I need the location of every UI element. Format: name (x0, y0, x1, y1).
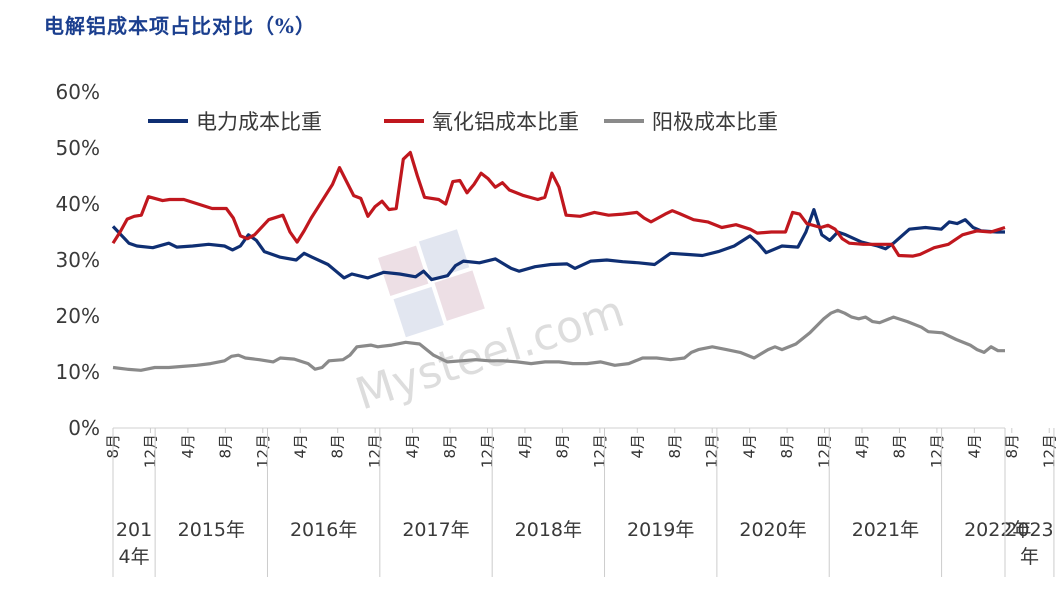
x-tick-label: 4月 (179, 434, 197, 459)
y-tick-label: 40% (56, 192, 100, 216)
year-label: 2018年 (515, 519, 582, 541)
x-tick-label: 12月 (703, 434, 721, 468)
x-tick-label: 8月 (216, 434, 234, 459)
watermark-logo-top-left (378, 245, 429, 297)
x-tick-label: 4月 (853, 434, 871, 459)
x-tick-label: 4月 (404, 434, 422, 459)
watermark-logo-top-right (418, 229, 470, 280)
watermark-text: Mysteel.com (350, 286, 631, 421)
year-label: 2022年 (964, 519, 1031, 541)
y-tick-label: 50% (56, 136, 100, 160)
x-tick-label: 12月 (816, 434, 834, 468)
x-tick-label: 8月 (666, 434, 684, 459)
x-tick-label: 4月 (516, 434, 534, 459)
series-line (112, 308, 1005, 372)
x-tick-label: 12月 (591, 434, 609, 468)
year-label: 201 (116, 519, 152, 541)
x-tick-label: 8月 (441, 434, 459, 459)
x-tick-label: 4月 (628, 434, 646, 459)
legend-label: 阳极成本比重 (652, 110, 778, 134)
y-tick-label: 60% (56, 80, 100, 104)
year-label: 2017年 (402, 519, 469, 541)
x-tick-label: 8月 (329, 434, 347, 459)
x-tick-label: 12月 (254, 434, 272, 468)
watermark-logo-bottom-left (393, 286, 444, 338)
year-label: 4年 (119, 546, 150, 568)
year-label: 2016年 (290, 519, 357, 541)
x-tick-label: 12月 (366, 434, 384, 468)
y-axis: 0% 10% 20% 30% 40% 50% 60% (56, 80, 100, 440)
x-tick-label: 12月 (479, 434, 497, 468)
x-tick-label: 8月 (1003, 434, 1021, 459)
y-tick-label: 20% (56, 304, 100, 328)
year-label: 年 (1020, 546, 1039, 568)
mysteel-watermark: Mysteel.com (350, 229, 631, 421)
x-tick-label: 8月 (778, 434, 796, 459)
x-axis: 8月 12月 4月 8月 12月 4月 8月 12月 4月 8月 12月 4月 8月 12月 4月 8月 12月… (104, 427, 1058, 577)
x-tick-label: 4月 (741, 434, 759, 459)
x-tick-label: 4月 (291, 434, 309, 459)
x-tick-label: 12月 (928, 434, 946, 468)
x-tick-label: 12月 (1040, 434, 1058, 468)
year-label: 2015年 (178, 519, 245, 541)
x-tick-label: 8月 (890, 434, 908, 459)
year-label: 2023 (1005, 519, 1053, 541)
series-lines (111, 150, 1006, 372)
chart-title: 电解铝成本项占比对比（%） (44, 14, 317, 38)
watermark-logo-bottom-right (434, 270, 485, 321)
x-tick-label: 12月 (141, 434, 159, 468)
legend-label: 电力成本比重 (196, 110, 322, 134)
series-line (111, 150, 1006, 258)
year-label: 2021年 (852, 519, 919, 541)
legend-label: 氧化铝成本比重 (432, 110, 579, 134)
x-tick-label: 8月 (553, 434, 571, 459)
legend: 电力成本比重 氧化铝成本比重 阳极成本比重 (148, 110, 778, 134)
y-tick-label: 10% (56, 360, 100, 384)
year-label: 2020年 (739, 519, 806, 541)
year-label: 2019年 (627, 519, 694, 541)
y-tick-label: 30% (56, 248, 100, 272)
y-tick-label: 0% (68, 416, 100, 440)
x-tick-label: 4月 (965, 434, 983, 459)
